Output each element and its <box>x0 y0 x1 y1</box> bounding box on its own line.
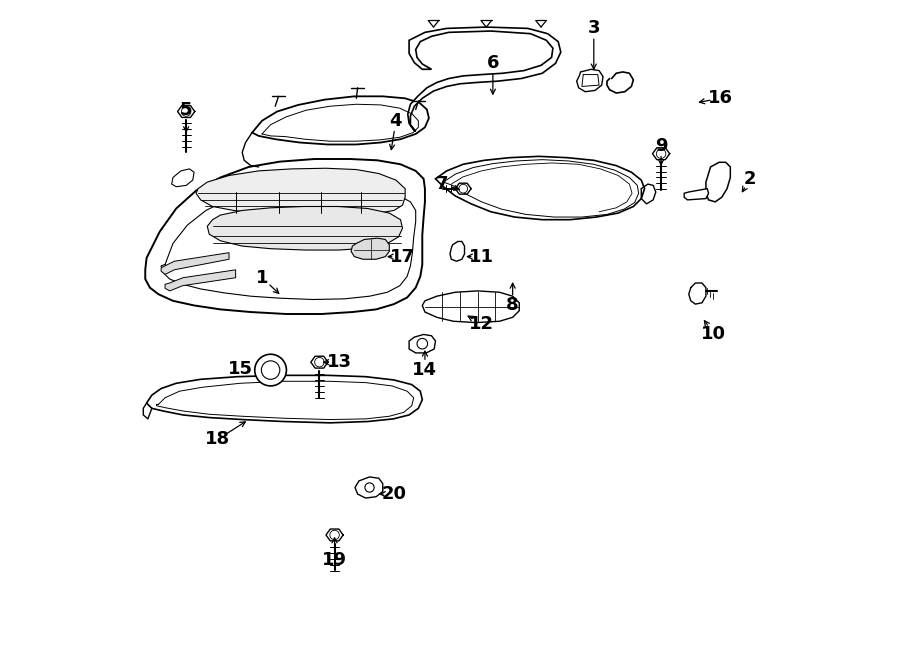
Circle shape <box>656 149 666 159</box>
Circle shape <box>182 107 191 116</box>
Polygon shape <box>145 159 425 314</box>
Text: 14: 14 <box>412 361 437 379</box>
Text: 1: 1 <box>256 269 268 287</box>
Text: 16: 16 <box>708 89 733 107</box>
Text: 11: 11 <box>469 248 494 266</box>
Polygon shape <box>147 375 422 423</box>
Polygon shape <box>252 97 429 145</box>
Text: 2: 2 <box>744 170 756 188</box>
Circle shape <box>417 338 428 349</box>
Polygon shape <box>422 291 519 323</box>
Polygon shape <box>172 169 194 186</box>
Text: 10: 10 <box>701 325 726 343</box>
Polygon shape <box>161 253 229 274</box>
Polygon shape <box>450 241 464 261</box>
Text: 4: 4 <box>390 112 402 130</box>
Polygon shape <box>408 27 561 132</box>
Polygon shape <box>351 238 390 259</box>
Text: 20: 20 <box>382 485 407 503</box>
Text: 12: 12 <box>469 315 494 333</box>
Polygon shape <box>196 169 405 215</box>
Text: 13: 13 <box>327 353 352 371</box>
Text: 9: 9 <box>655 137 667 155</box>
Circle shape <box>261 361 280 379</box>
Circle shape <box>459 184 467 193</box>
Text: 5: 5 <box>180 100 193 118</box>
Polygon shape <box>410 334 436 353</box>
Polygon shape <box>684 188 708 200</box>
Polygon shape <box>706 163 730 202</box>
Polygon shape <box>207 206 402 250</box>
Circle shape <box>330 530 339 539</box>
Text: 3: 3 <box>588 19 600 38</box>
Text: 19: 19 <box>322 551 347 569</box>
Text: 17: 17 <box>390 248 415 266</box>
Circle shape <box>255 354 286 386</box>
Polygon shape <box>577 69 603 92</box>
Polygon shape <box>436 157 644 219</box>
Text: 15: 15 <box>228 360 253 377</box>
Polygon shape <box>355 477 382 498</box>
Text: 8: 8 <box>507 296 519 315</box>
Polygon shape <box>165 270 236 291</box>
Text: 18: 18 <box>205 430 230 448</box>
Circle shape <box>315 358 324 367</box>
Text: 6: 6 <box>487 54 500 72</box>
Circle shape <box>364 483 374 492</box>
Text: 7: 7 <box>436 175 448 193</box>
